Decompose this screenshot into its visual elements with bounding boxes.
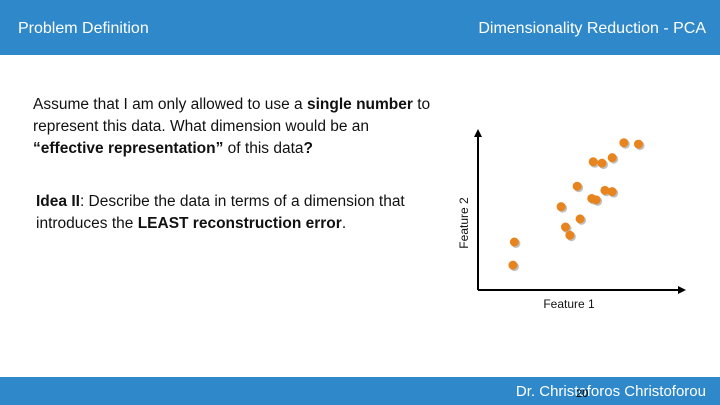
idea-text-2: . — [341, 215, 347, 232]
header-bar: Problem Definition Dimensionality Reduct… — [0, 0, 720, 55]
question-text-3: of this data — [223, 140, 304, 157]
idea-paragraph: Idea II: Describe the data in terms of a… — [36, 191, 416, 235]
data-point — [565, 230, 575, 240]
scatter-points — [508, 138, 645, 272]
author-name: Dr. Christoforos Christoforou — [515, 383, 706, 400]
data-point — [607, 187, 617, 197]
footer-bar: Dr. Christoforos Christoforou — [0, 377, 720, 405]
data-point — [508, 260, 518, 270]
question-text-1: Assume that I am only allowed to use a — [33, 96, 307, 113]
section-title: Problem Definition — [18, 20, 149, 37]
slide-number: 20 — [4, 391, 16, 402]
y-axis-label: Feature 2 — [457, 197, 471, 249]
data-point — [588, 157, 598, 167]
data-point — [591, 195, 601, 205]
question-emphasis-1: single number — [306, 96, 413, 113]
data-point — [560, 222, 570, 232]
slide-topic-title: Dimensionality Reduction - PCA — [478, 20, 706, 37]
data-point — [509, 237, 519, 247]
question-paragraph: Assume that I am only allowed to use a s… — [33, 94, 443, 160]
data-point — [572, 181, 582, 191]
question-text-2: to represent this data. What dimension w… — [33, 96, 431, 135]
data-point — [556, 202, 566, 212]
idea-text-1: : Describe the data in terms of a dimens… — [36, 193, 405, 232]
slide-number-overlay: 20 — [576, 388, 589, 400]
question-mark: ? — [303, 140, 313, 157]
data-point — [597, 158, 607, 168]
question-emphasis-2: “effective representation” — [33, 140, 224, 157]
data-point — [607, 153, 617, 163]
idea-label: Idea II — [36, 193, 80, 210]
data-point — [575, 214, 585, 224]
data-point — [619, 138, 629, 148]
x-axis-label: Feature 1 — [543, 297, 595, 311]
idea-emphasis: LEAST reconstruction error — [137, 215, 342, 232]
data-point — [633, 139, 643, 149]
data-point — [600, 185, 610, 195]
